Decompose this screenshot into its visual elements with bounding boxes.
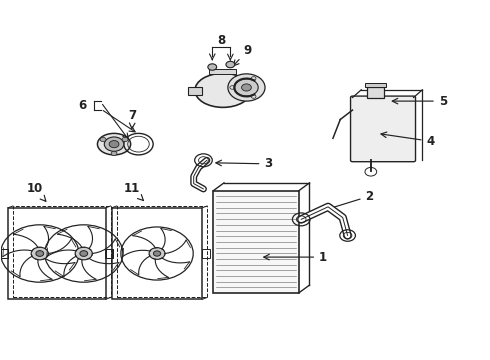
Text: 4: 4 [381,132,435,148]
Ellipse shape [98,134,131,155]
Circle shape [109,140,119,148]
Circle shape [75,247,92,260]
Text: 1: 1 [264,251,327,264]
Text: 7: 7 [128,109,137,129]
Circle shape [111,151,117,156]
Bar [106,249,113,258]
Circle shape [36,251,44,256]
Text: 2: 2 [327,190,374,210]
Bar [202,249,210,258]
Circle shape [228,74,265,101]
Bar [365,83,387,87]
Text: 3: 3 [216,157,272,170]
Text: 11: 11 [123,183,144,201]
Ellipse shape [195,73,251,107]
Text: 6: 6 [79,99,87,112]
Circle shape [149,248,165,259]
Circle shape [235,79,258,96]
Bar [0,249,8,258]
Bar [0,249,8,258]
Text: 10: 10 [27,183,46,201]
Circle shape [208,64,217,70]
Bar [367,87,385,98]
Circle shape [104,137,124,151]
Bar [117,206,207,297]
Circle shape [122,137,128,141]
Bar [188,87,202,95]
Circle shape [80,251,88,256]
Circle shape [100,137,106,141]
FancyBboxPatch shape [350,96,416,162]
Text: 8: 8 [217,33,225,47]
Circle shape [242,84,251,91]
Text: 5: 5 [392,95,447,108]
Bar [213,191,299,293]
Text: 9: 9 [233,44,252,66]
Bar [104,249,112,258]
Circle shape [226,61,235,68]
Bar [112,208,202,299]
Bar [8,208,106,299]
Bar [13,206,111,297]
Bar [106,249,113,258]
Circle shape [153,251,161,256]
Bar [209,69,236,74]
Circle shape [31,247,49,260]
